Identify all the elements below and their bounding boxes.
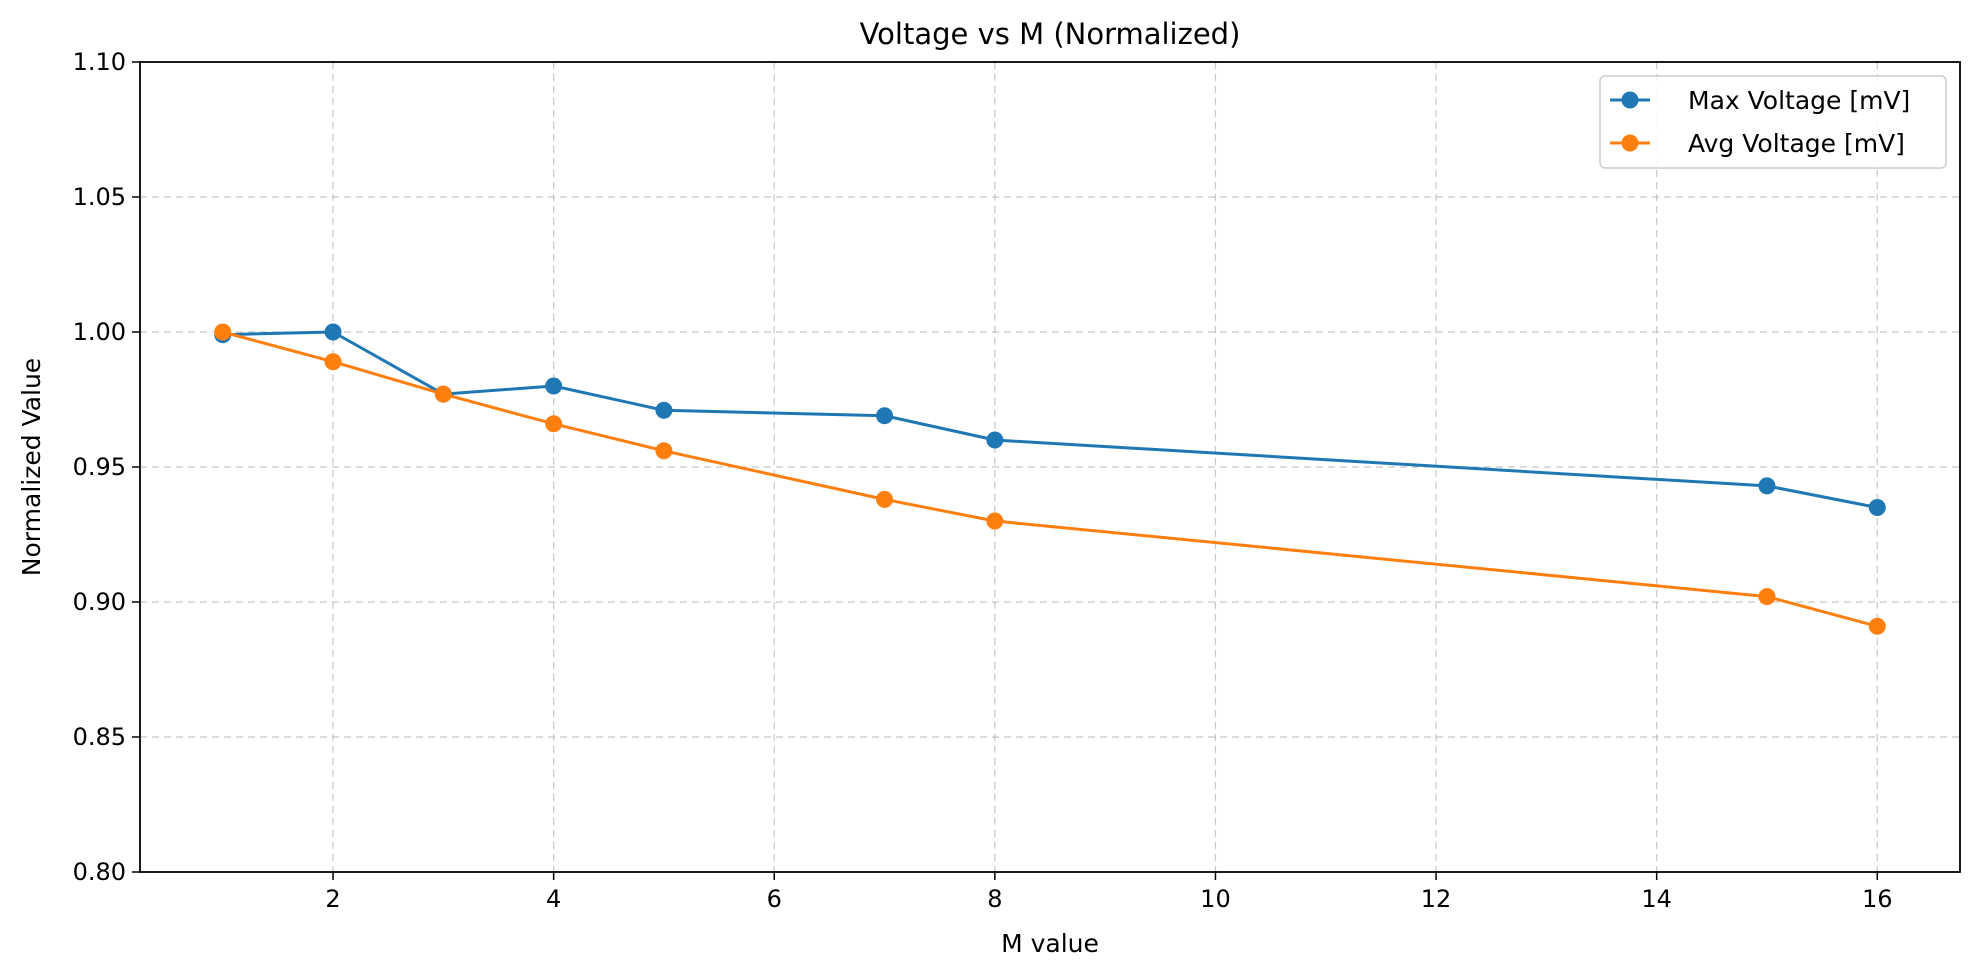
data-point: [434, 385, 452, 403]
series-2: [214, 323, 1886, 635]
x-tick-label: 12: [1421, 885, 1452, 913]
legend-label: Max Voltage [mV]: [1688, 86, 1910, 115]
x-tick-label: 2: [325, 885, 340, 913]
grid: [140, 62, 1960, 872]
legend-marker: [1621, 134, 1639, 152]
y-tick-label: 1.00: [73, 318, 126, 346]
legend: Max Voltage [mV] Avg Voltage [mV]: [1599, 75, 1947, 169]
x-tick-label: 6: [767, 885, 782, 913]
y-tick-label: 0.90: [73, 588, 126, 616]
plot-series: [214, 323, 1886, 635]
x-axis-label: M value: [1001, 929, 1099, 958]
x-tick-label: 10: [1200, 885, 1231, 913]
y-tick-label: 0.85: [73, 723, 126, 751]
data-point: [986, 512, 1004, 530]
x-tick-label: 8: [987, 885, 1002, 913]
data-point: [214, 323, 232, 341]
y-tick-label: 0.95: [73, 453, 126, 481]
data-point: [324, 353, 342, 371]
y-tick-label: 1.05: [73, 183, 126, 211]
chart-title: Voltage vs M (Normalized): [860, 17, 1241, 51]
data-point: [545, 377, 563, 395]
data-point: [876, 407, 894, 425]
legend-label: Avg Voltage [mV]: [1688, 129, 1905, 158]
x-tick-label: 14: [1641, 885, 1672, 913]
data-point: [655, 401, 673, 419]
legend-marker: [1621, 91, 1639, 109]
axis-ticks: 2 4 6 8 10 12 14 16 0.80 0.85 0.90 0.95 1.00 1.05 1.10: [73, 48, 1893, 913]
data-point: [1758, 477, 1776, 495]
y-tick-label: 1.10: [73, 48, 126, 76]
data-point: [655, 442, 673, 460]
x-tick-label: 4: [546, 885, 561, 913]
data-point: [1758, 588, 1776, 606]
data-point: [545, 415, 563, 433]
data-point: [876, 490, 894, 508]
data-point: [1868, 617, 1886, 635]
legend-item: Avg Voltage [mV]: [1610, 129, 1905, 158]
y-axis-label: Normalized Value: [17, 358, 46, 576]
data-point: [1868, 499, 1886, 516]
y-tick-label: 0.80: [73, 858, 126, 886]
legend-item: Max Voltage [mV]: [1610, 86, 1910, 115]
data-point: [324, 323, 342, 341]
legend-box: [1599, 75, 1947, 169]
data-point: [986, 431, 1004, 449]
x-tick-label: 16: [1862, 885, 1893, 913]
